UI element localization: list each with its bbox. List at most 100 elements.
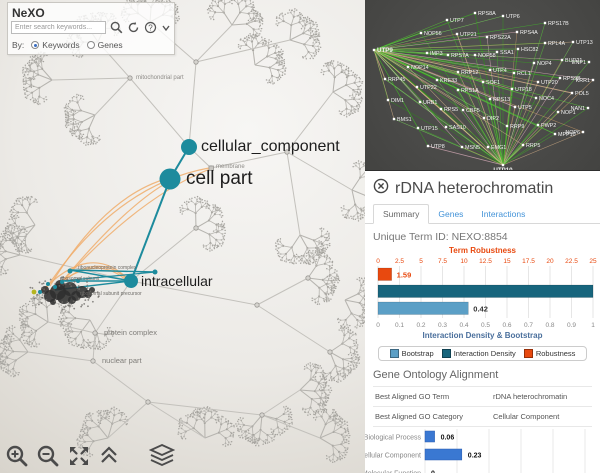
gene-node-urb1[interactable] bbox=[418, 100, 422, 104]
gene-node-sof1[interactable] bbox=[481, 80, 485, 84]
gene-node-utp6[interactable] bbox=[501, 14, 505, 18]
gene-node-imp3[interactable] bbox=[425, 51, 429, 55]
gene-node-rcl1[interactable] bbox=[512, 71, 516, 75]
gene-node-krr1[interactable] bbox=[591, 78, 595, 82]
tab-summary[interactable]: Summary bbox=[373, 204, 430, 224]
unique-term-id: Unique Term ID: NEXO:8854 bbox=[373, 231, 508, 243]
gene-node-rps13[interactable] bbox=[488, 97, 492, 101]
gene-node-utp5[interactable] bbox=[513, 105, 517, 109]
gene-interaction-panel[interactable]: RPS8A UTP6 RPS17B UTP7 NOP56 UTP21 RPS22A RPS4A… bbox=[365, 0, 600, 171]
gene-node-rps7a[interactable] bbox=[446, 53, 450, 57]
go-alignment-heading: Gene Ontology Alignment bbox=[373, 369, 499, 381]
tab-genes[interactable]: Genes bbox=[438, 209, 464, 219]
go-category-chart: 00.20.40.60.81Biological Process0.06Cell… bbox=[365, 429, 586, 473]
table-row: Best Aligned GO Category Cellular Compon… bbox=[373, 406, 592, 427]
gene-node-emg1[interactable] bbox=[486, 145, 490, 149]
gene-node-rps9b[interactable] bbox=[558, 76, 562, 80]
gene-node-hsc82[interactable] bbox=[516, 47, 520, 51]
gene-node-rrp45[interactable] bbox=[383, 77, 387, 81]
detail-tabs: Summary Genes Interactions bbox=[365, 204, 600, 224]
gene-node-utp20[interactable] bbox=[536, 80, 540, 84]
gene-node-nop14[interactable] bbox=[406, 65, 410, 69]
gene-node-nop4[interactable] bbox=[532, 61, 536, 65]
gene-node-pwp2[interactable] bbox=[536, 123, 540, 127]
term-title: rDNA heterochromatin bbox=[395, 179, 554, 197]
ontology-network-svg bbox=[0, 0, 365, 464]
search-input[interactable] bbox=[11, 21, 106, 34]
close-icon[interactable] bbox=[373, 178, 389, 199]
gene-node-rps8a[interactable] bbox=[473, 11, 477, 15]
gene-node-rps4a[interactable] bbox=[515, 30, 519, 34]
gene-node-utp10[interactable] bbox=[501, 163, 505, 167]
gene-node-nop58[interactable] bbox=[473, 53, 477, 57]
interaction-density-swatch bbox=[441, 349, 451, 358]
gene-node-utp13[interactable] bbox=[571, 40, 575, 44]
gene-node-kre33[interactable] bbox=[435, 78, 439, 82]
gene-node-pol5[interactable] bbox=[570, 91, 574, 95]
gene-node-utp7[interactable] bbox=[445, 18, 449, 22]
gene-node-rrp12[interactable] bbox=[456, 70, 460, 74]
go-term-key: Best Aligned GO Term bbox=[373, 386, 491, 407]
gene-node-rps1a[interactable] bbox=[456, 88, 460, 92]
gene-node-rps5[interactable] bbox=[439, 107, 443, 111]
term-detail-panel: rDNA heterochromatin Summary Genes Inter… bbox=[365, 171, 600, 473]
gene-node-utp22[interactable] bbox=[415, 85, 419, 89]
go-alignment-table: Best Aligned GO Term rDNA heterochromati… bbox=[373, 386, 592, 427]
tab-interactions[interactable]: Interactions bbox=[481, 209, 526, 219]
radio-genes[interactable] bbox=[86, 41, 95, 49]
gene-node-sas10[interactable] bbox=[444, 125, 448, 129]
legend-robustness: Robustness bbox=[535, 349, 576, 358]
gene-node-rpl4a[interactable] bbox=[543, 41, 547, 45]
search-icon[interactable] bbox=[110, 21, 123, 34]
help-icon[interactable]: ? bbox=[144, 21, 157, 34]
gene-node-rps22a[interactable] bbox=[485, 35, 489, 39]
app-title: NeXO bbox=[12, 6, 45, 20]
go-category-value: Cellular Component bbox=[491, 406, 592, 427]
gene-node-dip2[interactable] bbox=[482, 116, 486, 120]
refresh-icon[interactable] bbox=[127, 21, 140, 34]
gene-node-utp8[interactable] bbox=[426, 144, 430, 148]
gene-node-mpp10[interactable] bbox=[553, 132, 557, 136]
gene-node-noc4[interactable] bbox=[534, 96, 538, 100]
gene-node-bms1[interactable] bbox=[392, 117, 396, 121]
gene-node-dim1[interactable] bbox=[386, 98, 390, 102]
robustness-swatch bbox=[523, 349, 533, 358]
bootstrap-swatch bbox=[389, 349, 399, 358]
zoom-out-button[interactable] bbox=[36, 444, 60, 468]
collapse-up-button[interactable] bbox=[98, 444, 120, 468]
gene-node-rrp9[interactable] bbox=[505, 124, 509, 128]
gene-node-nop1[interactable] bbox=[556, 110, 560, 114]
gene-node-utp21[interactable] bbox=[455, 32, 459, 36]
gene-node-bud21[interactable] bbox=[560, 58, 564, 62]
chevron-down-icon[interactable] bbox=[161, 23, 171, 33]
gene-node-nop6[interactable] bbox=[581, 130, 585, 134]
ontology-canvas[interactable]: cellular_component cell part intracellul… bbox=[0, 0, 365, 473]
view-controls bbox=[5, 443, 182, 469]
radio-keywords[interactable] bbox=[31, 41, 40, 49]
gene-node-cbf5[interactable] bbox=[461, 108, 465, 112]
radio-keywords-label: Keywords bbox=[42, 40, 80, 50]
gene-node-ssa1[interactable] bbox=[495, 50, 499, 54]
gene-node-rrp5[interactable] bbox=[521, 143, 525, 147]
gene-node-utp15[interactable] bbox=[416, 126, 420, 130]
gene-node-enp1[interactable] bbox=[587, 60, 591, 64]
search-by-label: By: bbox=[12, 40, 25, 50]
gene-node-nan1[interactable] bbox=[586, 106, 590, 110]
gene-node-msn5[interactable] bbox=[460, 145, 464, 149]
fit-view-button[interactable] bbox=[67, 444, 91, 468]
gene-node-nop56[interactable] bbox=[419, 31, 423, 35]
go-category-key: Best Aligned GO Category bbox=[373, 406, 491, 427]
search-panel: NeXO ? By: Keywords bbox=[7, 2, 175, 55]
gene-node-rps17b[interactable] bbox=[543, 21, 547, 25]
chart-legend: Bootstrap Interaction Density Robustness bbox=[365, 346, 600, 361]
legend-interaction-density: Interaction Density bbox=[453, 349, 516, 358]
gene-node-utp4[interactable] bbox=[488, 68, 492, 72]
table-row: Best Aligned GO Term rDNA heterochromati… bbox=[373, 386, 592, 407]
zoom-in-button[interactable] bbox=[5, 444, 29, 468]
gene-node-utp9[interactable] bbox=[372, 48, 376, 52]
legend-bootstrap: Bootstrap bbox=[401, 349, 434, 358]
gene-node-utp18[interactable] bbox=[510, 87, 514, 91]
layers-button[interactable] bbox=[149, 443, 175, 469]
